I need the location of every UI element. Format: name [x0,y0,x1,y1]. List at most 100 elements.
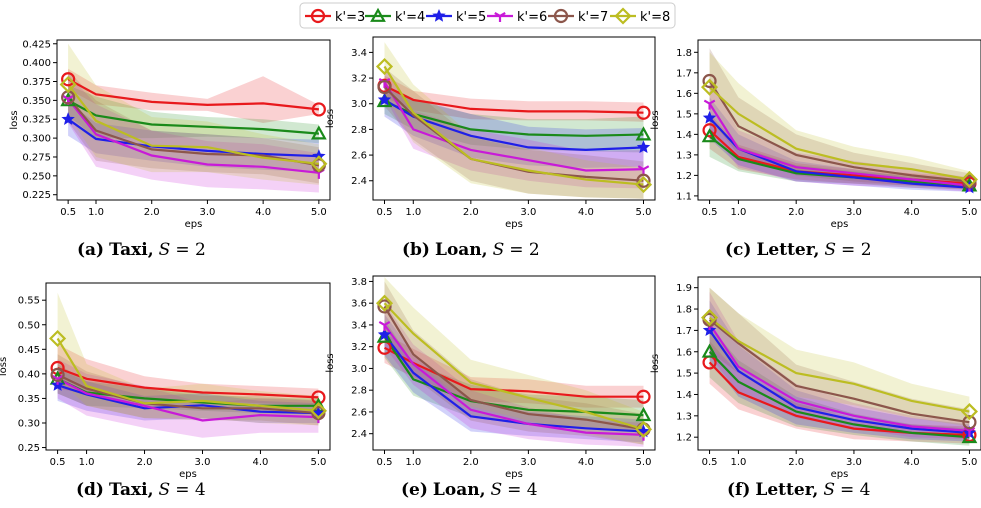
data-point-marker [310,155,328,173]
y-tick-label: 1.4 [676,130,692,141]
y-tick-label: 0.275 [22,152,51,163]
panel-caption: (b) Loan, S = 2 [402,240,540,260]
caption-dataset: Letter, [755,480,818,500]
confidence-band [709,117,970,190]
data-point-marker [635,406,652,422]
caption-dataset: Letter, [756,240,819,260]
data-point-marker [635,126,652,141]
data-point-marker [634,176,653,194]
legend-label: k'=5 [456,10,486,25]
confidence-band [384,42,644,199]
panel-caption: (d) Taxi, S = 4 [76,480,206,500]
confidence-band [709,48,970,188]
confidence-band [57,292,319,426]
series-line [383,81,644,172]
confidence-band [57,369,319,423]
data-point-marker [700,309,719,327]
x-tick-label: 1.0 [88,207,104,218]
data-point-marker [59,75,77,94]
y-tick-label: 1.2 [676,171,692,182]
plot-frame [45,282,331,451]
y-tick-label: 2.6 [351,407,367,418]
y-tick-label: 1.7 [676,326,692,337]
x-tick-label: 4.0 [904,207,920,218]
series-line [708,329,970,434]
caption-letter: (b) [402,240,430,260]
x-tick-label: 2.0 [137,457,153,468]
caption-dataset: Loan, [433,480,486,500]
x-axis-label: eps [831,219,849,230]
data-point-marker [702,123,717,138]
y-tick-label: 3.6 [351,299,367,310]
data-point-marker [378,320,391,331]
y-tick-label: 0.25 [18,443,40,454]
legend-marker [370,7,386,22]
x-tick-label: 3.0 [195,457,211,468]
caption-dataset: Taxi, [109,240,154,260]
series-line [708,80,970,183]
data-point-marker [963,426,976,437]
y-tick-label: 0.45 [18,345,40,356]
legend-label: k'=6 [517,10,547,25]
data-point-marker [636,105,651,120]
x-tick-label: 0.5 [50,457,66,468]
y-tick-label: 3.8 [351,277,367,288]
caption-letter: (a) [77,240,104,260]
y-tick-label: 0.55 [18,296,40,307]
confidence-band [709,326,970,446]
y-tick-label: 3.2 [351,74,367,85]
data-point-marker [701,343,718,358]
series-line [57,377,319,422]
data-point-marker [375,294,394,312]
legend-label: k'=4 [395,10,425,25]
series-line [67,118,319,158]
legend: k'=3 k'=4 k'=5 k'=6 k'=7 k'=8 [299,2,676,29]
confidence-band [57,344,319,406]
x-tick-label: 1.0 [730,457,746,468]
x-tick-label: 5.0 [961,207,977,218]
caption-variable: S [824,240,836,260]
plot-frame [372,36,656,201]
series-line [708,323,970,432]
data-point-marker [49,329,67,348]
y-axis-label: loss [9,110,20,129]
caption-variable: S [823,480,835,500]
series-line [708,318,970,424]
y-tick-label: 1.3 [676,150,692,161]
x-tick-label: 3.0 [846,457,862,468]
data-point-marker [703,99,716,110]
y-tick-label: 3.2 [351,342,367,353]
legend-marker [553,8,569,24]
x-tick-label: 2.0 [788,457,804,468]
caption-dataset: Taxi, [109,480,154,500]
data-point-marker [310,125,327,140]
legend-label: k'=3 [335,10,365,25]
confidence-band [384,67,644,199]
series-line [67,83,320,165]
y-tick-label: 2.4 [351,176,367,187]
confidence-band [709,341,970,444]
y-tick-label: 0.225 [22,190,51,201]
y-tick-label: 2.4 [351,429,367,440]
confidence-band [384,333,644,408]
x-tick-label: 4.0 [252,457,268,468]
x-axis-label: eps [179,469,197,480]
caption-letter: (d) [76,480,104,500]
legend-entry: k'=6 [487,10,547,25]
x-tick-label: 3.0 [846,207,862,218]
y-tick-label: 3.4 [351,48,367,59]
y-tick-label: 3.0 [351,99,367,110]
confidence-band [68,43,319,185]
series-line [383,65,644,186]
y-tick-label: 1.1 [676,191,692,202]
x-tick-label: 3.0 [199,207,215,218]
confidence-band [57,359,319,438]
legend-marker [432,8,446,22]
x-tick-label: 1.0 [79,457,95,468]
plot-frame [697,39,981,201]
y-tick-label: 0.325 [22,115,51,126]
y-tick-label: 1.6 [676,89,692,100]
data-point-marker [377,299,392,314]
x-tick-label: 4.0 [578,457,594,468]
